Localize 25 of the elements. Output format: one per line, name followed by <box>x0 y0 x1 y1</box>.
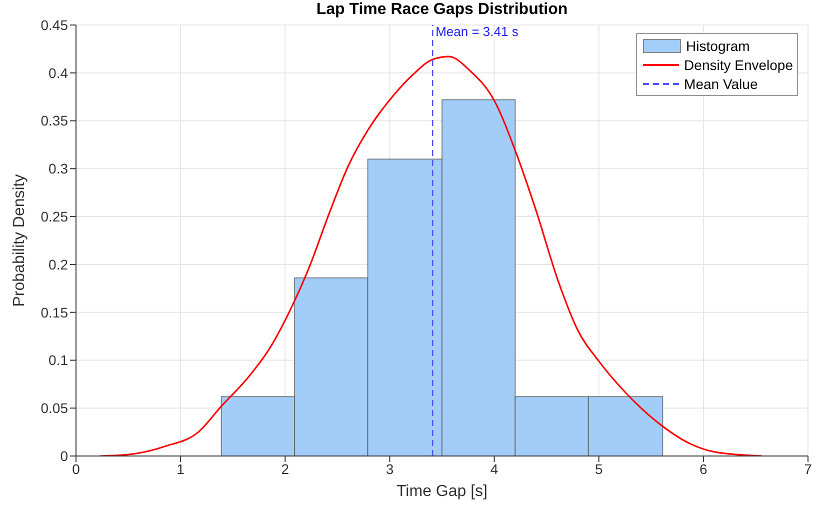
y-tick-label: 0.3 <box>48 160 68 177</box>
legend-label: Mean Value <box>684 76 758 92</box>
y-tick-label: 0 <box>60 448 68 464</box>
x-axis-title: Time Gap [s] <box>396 483 488 500</box>
x-tick-label: 6 <box>700 460 708 477</box>
x-tick-label: 1 <box>176 460 185 477</box>
y-tick-label: 0.2 <box>48 256 68 272</box>
x-tick-label: 3 <box>386 460 394 477</box>
chart-title: Lap Time Race Gaps Distribution <box>315 1 569 19</box>
y-tick-label: 0.1 <box>48 352 68 368</box>
x-tick-label: 7 <box>804 460 812 477</box>
y-tick-label: 0.45 <box>40 16 68 33</box>
x-tick-label: 5 <box>594 460 603 477</box>
y-tick-label: 0.25 <box>40 208 68 225</box>
y-tick-label: 0.15 <box>40 304 68 320</box>
x-tick-label: 4 <box>490 460 498 477</box>
annotation: Mean = 3.41 s <box>436 24 518 39</box>
y-tick-label: 0.05 <box>40 400 68 416</box>
x-tick-label: 0 <box>72 460 80 477</box>
legend-label: Histogram <box>686 38 750 54</box>
y-tick-label: 0.35 <box>40 112 68 129</box>
y-axis-title: Probability Density <box>11 174 28 307</box>
x-tick-label: 2 <box>281 460 290 477</box>
legend-label: Density Envelope <box>684 56 793 72</box>
y-tick-label: 0.4 <box>48 64 68 81</box>
